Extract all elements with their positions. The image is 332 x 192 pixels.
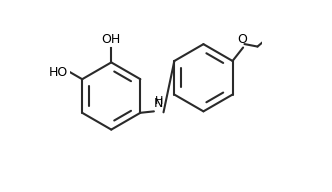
- Text: OH: OH: [102, 33, 121, 46]
- Text: HO: HO: [49, 65, 68, 79]
- Text: H: H: [154, 96, 163, 106]
- Text: N: N: [154, 97, 163, 110]
- Text: O: O: [237, 33, 247, 46]
